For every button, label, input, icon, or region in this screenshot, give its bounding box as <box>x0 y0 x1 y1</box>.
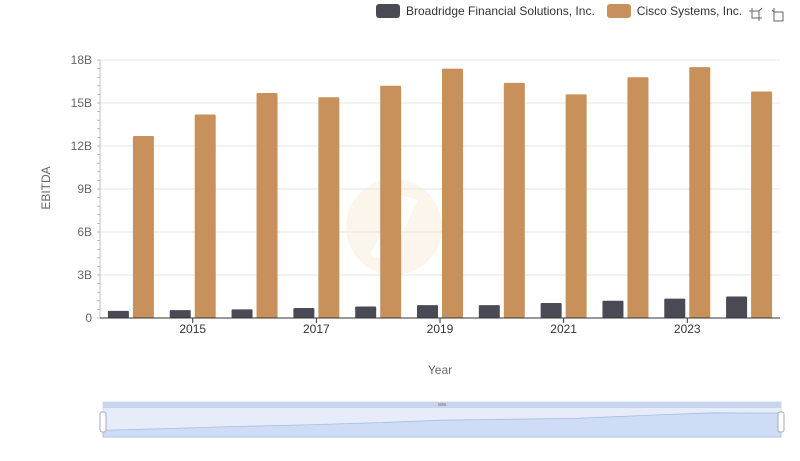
bar-broadridge-2023 <box>664 298 686 318</box>
legend-swatch-cisco <box>606 4 631 18</box>
bar-cisco-2024 <box>751 91 773 319</box>
bar-broadridge-2019 <box>417 305 438 318</box>
legend-label-cisco: Cisco Systems, Inc. <box>636 4 743 18</box>
bar-cisco-2018 <box>380 85 402 318</box>
x-tick-label: 2019 <box>427 322 454 336</box>
bar-broadridge-2022 <box>602 300 624 318</box>
bar-broadridge-2016 <box>231 309 253 318</box>
bar-cisco-2014 <box>132 135 154 318</box>
bar-cisco-2015 <box>194 114 216 318</box>
bar-cisco-2020 <box>503 82 525 318</box>
y-tick-label: 12B <box>71 139 92 153</box>
bar-broadridge-2021 <box>540 302 562 318</box>
bar-cisco-2017 <box>318 97 340 319</box>
x-tick-label: 2021 <box>550 322 577 336</box>
bar-broadridge-2018 <box>355 306 377 318</box>
bar-cisco-2016 <box>256 92 278 318</box>
legend-swatch-broadridge <box>376 4 400 18</box>
toolbox <box>748 7 786 22</box>
zoom-handle-right[interactable] <box>777 411 785 433</box>
legend-item-cisco[interactable]: Cisco Systems, Inc. <box>606 4 743 18</box>
y-tick-label: 3B <box>77 268 92 282</box>
zoom-reset-icon[interactable] <box>771 7 786 22</box>
y-tick-label: 9B <box>77 182 92 196</box>
bar-cisco-2023 <box>689 67 711 319</box>
bar-broadridge-2014 <box>107 310 129 318</box>
bar-cisco-2021 <box>565 94 587 319</box>
bar-broadridge-2017 <box>293 307 315 318</box>
bar-broadridge-2020 <box>478 305 500 318</box>
y-tick-label: 6B <box>77 225 92 239</box>
y-axis-title: EBITDA <box>39 166 53 210</box>
data-zoom-icon[interactable] <box>748 7 763 22</box>
bar-broadridge-2015 <box>169 310 191 318</box>
x-axis-title: Year <box>427 363 453 377</box>
zoom-slider-preview <box>102 412 782 438</box>
y-tick-label: 18B <box>71 53 92 67</box>
y-tick-label: 15B <box>71 96 92 110</box>
bar-cisco-2022 <box>627 77 649 318</box>
x-tick-label: 2023 <box>674 322 701 336</box>
zoom-grip-icon <box>438 403 446 406</box>
x-tick-label: 2015 <box>179 322 206 336</box>
legend: Broadridge Financial Solutions, Inc. Cis… <box>376 4 754 18</box>
legend-item-broadridge[interactable]: Broadridge Financial Solutions, Inc. <box>376 4 595 18</box>
bar-cisco-2019 <box>442 68 463 318</box>
zoom-handle-left[interactable] <box>99 411 107 433</box>
x-tick-label: 2017 <box>303 322 330 336</box>
y-tick-label: 0 <box>85 311 92 325</box>
legend-label-broadridge: Broadridge Financial Solutions, Inc. <box>406 4 595 18</box>
bar-broadridge-2024 <box>726 296 748 318</box>
